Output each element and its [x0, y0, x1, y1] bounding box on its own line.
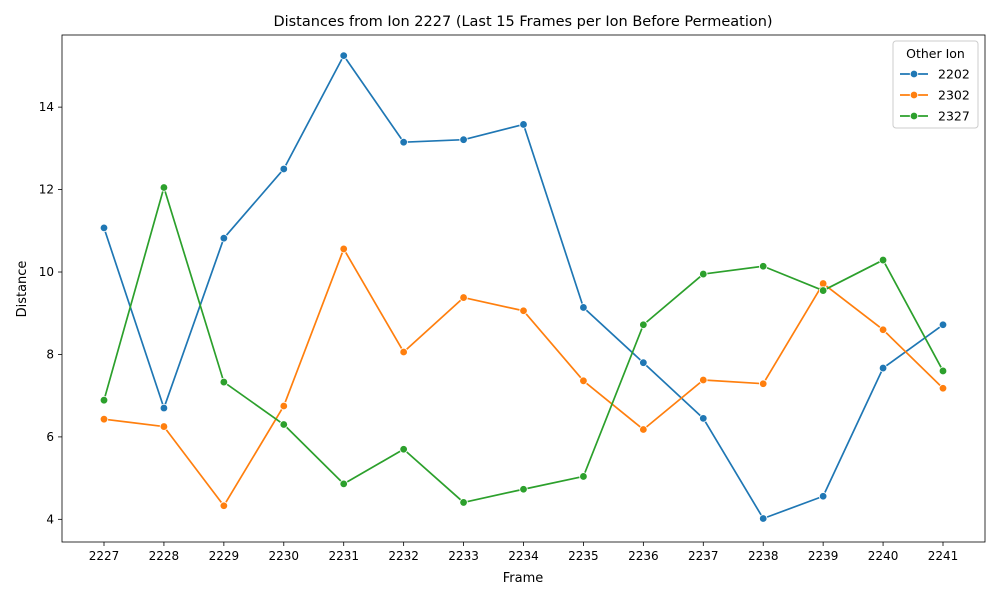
y-tick-label: 12: [39, 183, 54, 197]
data-point-2302: [99, 414, 109, 424]
data-point-2327: [699, 269, 708, 279]
data-point-2327: [759, 262, 768, 271]
data-point-2302: [938, 384, 948, 393]
data-point-2202: [639, 358, 648, 367]
legend-marker-2302: [909, 90, 919, 100]
data-point-2202: [219, 234, 229, 243]
x-axis: 2227 2228 2229 2230 2231 2232 2233 2234 2235 2236…: [89, 542, 959, 563]
x-tick-label: 2233: [448, 549, 479, 563]
data-point-2302: [159, 422, 169, 431]
legend-label-2302: 2302: [938, 88, 970, 103]
data-point-2302: [759, 379, 768, 388]
series-group: [99, 51, 948, 523]
x-tick-label: 2241: [928, 549, 959, 563]
data-point-2302: [699, 375, 708, 385]
legend-box: [892, 40, 979, 129]
data-point-2202: [399, 137, 408, 147]
data-point-2202: [818, 492, 828, 501]
data-point-2302: [639, 425, 648, 434]
x-tick-label: 2234: [508, 549, 539, 563]
data-point-2302: [459, 293, 468, 302]
x-tick-label: 2238: [748, 549, 779, 563]
data-point-2327: [219, 377, 229, 387]
series-2202: [99, 51, 948, 523]
data-point-2302: [339, 244, 348, 254]
legend: Other Ion 2202 2302 2327: [892, 40, 979, 129]
legend-marker-2202: [909, 69, 919, 79]
chart-title: Distances from Ion 2227 (Last 15 Frames …: [273, 14, 772, 30]
x-tick-label: 2230: [269, 549, 300, 563]
data-point-2327: [279, 420, 288, 429]
y-tick-label: 6: [46, 430, 54, 444]
data-point-2327: [938, 366, 948, 376]
data-point-2327: [579, 472, 588, 481]
series-2327: [99, 183, 948, 507]
data-point-2202: [99, 223, 109, 233]
data-point-2327: [99, 396, 109, 405]
legend-label-2202: 2202: [938, 67, 970, 82]
data-point-2302: [279, 401, 288, 411]
x-axis-label: Frame: [503, 571, 544, 586]
x-tick-label: 2228: [149, 549, 180, 563]
data-point-2302: [878, 325, 888, 334]
legend-label-2327: 2327: [938, 109, 970, 124]
data-point-2327: [339, 479, 348, 489]
data-point-2302: [399, 347, 408, 357]
data-point-2202: [339, 51, 348, 60]
data-point-2327: [399, 445, 408, 454]
y-tick-label: 14: [39, 100, 54, 114]
data-point-2202: [699, 414, 708, 423]
data-point-2327: [639, 320, 648, 329]
x-tick-label: 2240: [868, 549, 899, 563]
data-point-2302: [579, 376, 588, 386]
data-point-2202: [938, 320, 948, 329]
data-point-2202: [459, 135, 468, 144]
legend-title: Other Ion: [906, 46, 965, 61]
x-tick-label: 2229: [209, 549, 240, 563]
x-tick-label: 2227: [89, 549, 120, 563]
x-tick-label: 2235: [568, 549, 599, 563]
x-tick-label: 2236: [628, 549, 659, 563]
data-point-2302: [818, 279, 828, 288]
data-point-2202: [579, 303, 588, 312]
y-axis-label: Distance: [15, 261, 30, 318]
legend-marker-2327: [909, 111, 919, 121]
data-point-2327: [159, 183, 169, 192]
y-tick-label: 4: [46, 512, 54, 526]
y-axis: 4 6 8 10 12 14: [39, 100, 62, 526]
data-point-2202: [279, 164, 288, 174]
data-point-2202: [878, 363, 888, 373]
series-2302: [99, 244, 948, 510]
data-point-2327: [818, 286, 828, 295]
y-tick-label: 10: [39, 265, 54, 279]
x-tick-label: 2237: [688, 549, 719, 563]
x-tick-label: 2239: [808, 549, 839, 563]
y-tick-label: 8: [46, 347, 54, 361]
data-point-2202: [759, 514, 768, 523]
data-point-2327: [878, 255, 888, 265]
data-point-2327: [459, 498, 468, 507]
x-tick-label: 2232: [388, 549, 419, 563]
data-point-2327: [519, 485, 528, 494]
data-point-2202: [159, 403, 169, 413]
data-point-2202: [519, 120, 528, 129]
data-point-2302: [219, 501, 229, 510]
x-tick-label: 2231: [328, 549, 359, 563]
data-point-2302: [519, 306, 528, 315]
